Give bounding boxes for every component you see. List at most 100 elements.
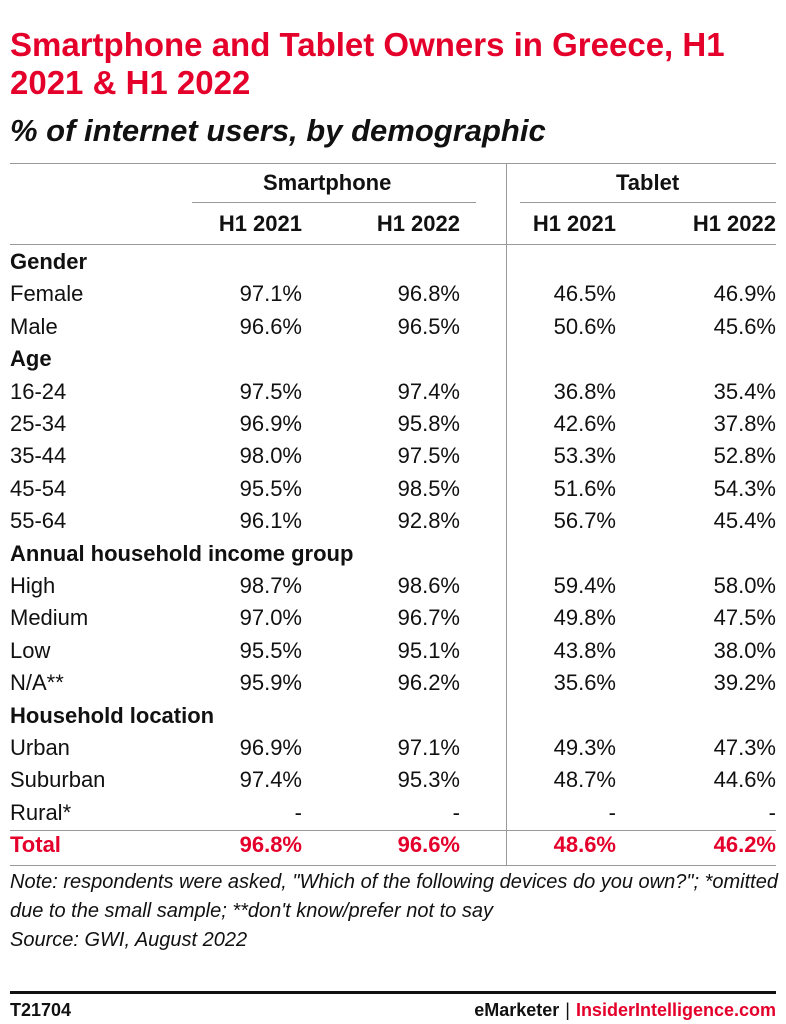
table-cell: 54.3% bbox=[713, 475, 776, 501]
table-cell: 97.5% bbox=[397, 443, 460, 469]
row-label: N/A** bbox=[10, 670, 64, 696]
chart-title: Smartphone and Tablet Owners in Greece, … bbox=[10, 26, 725, 101]
table-cell: 97.0% bbox=[239, 605, 302, 631]
table-row: 55-64 96.1% 92.8% 56.7% 45.4% bbox=[10, 505, 776, 537]
table-cell: 48.6% bbox=[553, 832, 616, 858]
column-header-smartphone-2022: H1 2022 bbox=[376, 211, 460, 236]
note-text: Note: respondents were asked, "Which of … bbox=[10, 871, 778, 922]
table-bottom-rule bbox=[10, 865, 776, 866]
group-header-smartphone: Smartphone bbox=[263, 170, 392, 195]
table-cell: 97.1% bbox=[397, 735, 460, 760]
source-text: Source: GWI, August 2022 bbox=[10, 929, 248, 951]
table-cell: 53.3% bbox=[553, 443, 616, 469]
row-label: 16-24 bbox=[10, 378, 67, 404]
table-cell: 49.3% bbox=[553, 735, 616, 760]
table-cell: 96.8% bbox=[239, 832, 302, 858]
table-cell: 45.6% bbox=[713, 313, 776, 339]
table-cell: 96.5% bbox=[397, 313, 460, 339]
table-row: Low 95.5% 95.1% 43.8% 38.0% bbox=[10, 635, 776, 667]
column-header-tablet-2021: H1 2021 bbox=[532, 211, 616, 236]
table-cell: 46.2% bbox=[713, 832, 776, 858]
table-cell: 92.8% bbox=[397, 508, 460, 534]
row-label: High bbox=[10, 573, 56, 598]
section-row: Age bbox=[10, 343, 776, 375]
section-label: Age bbox=[10, 346, 52, 372]
table-cell: 96.9% bbox=[239, 411, 302, 436]
row-label: 25-34 bbox=[10, 411, 67, 436]
table-cell: 96.9% bbox=[239, 735, 302, 760]
notes-block: Note: respondents were asked, "Which of … bbox=[10, 868, 780, 955]
table-cell: 39.2% bbox=[713, 670, 776, 696]
table-cell: 98.5% bbox=[397, 475, 460, 501]
total-top-rule bbox=[10, 830, 776, 831]
group-rule-tablet bbox=[520, 202, 776, 203]
table-cell: 35.4% bbox=[713, 378, 776, 404]
table-row: 45-54 95.5% 98.5% 51.6% 54.3% bbox=[10, 473, 776, 505]
footer-brand: eMarketer | InsiderIntelligence.com bbox=[474, 1000, 776, 1021]
table-row: Rural* - - - - bbox=[10, 797, 776, 829]
footer-rule bbox=[10, 991, 776, 994]
table-cell: 35.6% bbox=[553, 670, 616, 696]
row-label: Low bbox=[10, 637, 51, 663]
table-cell: 96.6% bbox=[397, 832, 460, 858]
table-cell: 95.5% bbox=[239, 637, 302, 663]
chart-subtitle: % of internet users, by demographic bbox=[10, 113, 546, 148]
table-row: High 98.7% 98.6% 59.4% 58.0% bbox=[10, 570, 776, 602]
table-cell: - bbox=[294, 799, 302, 825]
table-cell: 42.6% bbox=[553, 411, 616, 436]
section-label: Household location bbox=[10, 702, 215, 728]
table-cell: 46.5% bbox=[553, 281, 616, 307]
table-cell: - bbox=[452, 799, 460, 825]
row-label: 55-64 bbox=[10, 508, 67, 534]
section-row: Gender bbox=[10, 246, 776, 278]
table-cell: 45.4% bbox=[713, 508, 776, 534]
table-cell: 37.8% bbox=[713, 411, 776, 436]
table-cell: 98.6% bbox=[397, 573, 460, 598]
table-cell: 95.9% bbox=[239, 670, 302, 696]
table-cell: 58.0% bbox=[713, 573, 776, 598]
row-label: Female bbox=[10, 281, 84, 307]
row-label: Rural* bbox=[10, 799, 72, 825]
table-row: Medium 97.0% 96.7% 49.8% 47.5% bbox=[10, 602, 776, 634]
row-label: 35-44 bbox=[10, 443, 67, 469]
table-cell: 47.5% bbox=[713, 605, 776, 631]
table-cell: 50.6% bbox=[553, 313, 616, 339]
table-cell: 96.7% bbox=[397, 605, 460, 631]
table-cell: 47.3% bbox=[713, 735, 776, 760]
group-divider bbox=[506, 163, 507, 865]
group-rule-smartphone bbox=[192, 202, 476, 203]
table-cell: 96.8% bbox=[397, 281, 460, 307]
table-cell: 36.8% bbox=[553, 378, 616, 404]
table-cell: 95.1% bbox=[397, 637, 460, 663]
header-bottom-rule bbox=[10, 244, 776, 245]
table-cell: 46.9% bbox=[713, 281, 776, 307]
table-cell: 98.7% bbox=[239, 573, 302, 598]
table-cell: 95.5% bbox=[239, 475, 302, 501]
row-label: 45-54 bbox=[10, 475, 67, 501]
table-cell: 97.5% bbox=[239, 378, 302, 404]
table-cell: 97.1% bbox=[239, 281, 302, 307]
table-row: 35-44 98.0% 97.5% 53.3% 52.8% bbox=[10, 440, 776, 472]
row-label: Suburban bbox=[10, 767, 106, 793]
row-label: Medium bbox=[10, 605, 89, 631]
table-cell: 49.8% bbox=[553, 605, 616, 631]
table-cell: 96.6% bbox=[239, 313, 302, 339]
table-cell: 56.7% bbox=[553, 508, 616, 534]
table-row: N/A** 95.9% 96.2% 35.6% 39.2% bbox=[10, 667, 776, 699]
table-row: Suburban 97.4% 95.3% 48.7% 44.6% bbox=[10, 764, 776, 796]
table-cell: 96.2% bbox=[397, 670, 460, 696]
section-row: Household location bbox=[10, 700, 776, 732]
table-row: Male 96.6% 96.5% 50.6% 45.6% bbox=[10, 311, 776, 343]
table-row: 25-34 96.9% 95.8% 42.6% 37.8% bbox=[10, 408, 776, 440]
total-row: Total 96.8% 96.6% 48.6% 46.2% bbox=[10, 829, 776, 861]
brand-emarketer: eMarketer bbox=[474, 1000, 560, 1020]
table-cell: 43.8% bbox=[553, 637, 616, 663]
table-row: 16-24 97.5% 97.4% 36.8% 35.4% bbox=[10, 376, 776, 408]
group-header-tablet: Tablet bbox=[616, 170, 680, 195]
table-cell: 95.8% bbox=[397, 411, 460, 436]
table-cell: 96.1% bbox=[239, 508, 302, 534]
section-row: Annual household income group bbox=[10, 538, 776, 570]
table-cell: 97.4% bbox=[397, 378, 460, 404]
section-label: Gender bbox=[10, 249, 88, 274]
table-cell: 95.3% bbox=[397, 767, 460, 793]
